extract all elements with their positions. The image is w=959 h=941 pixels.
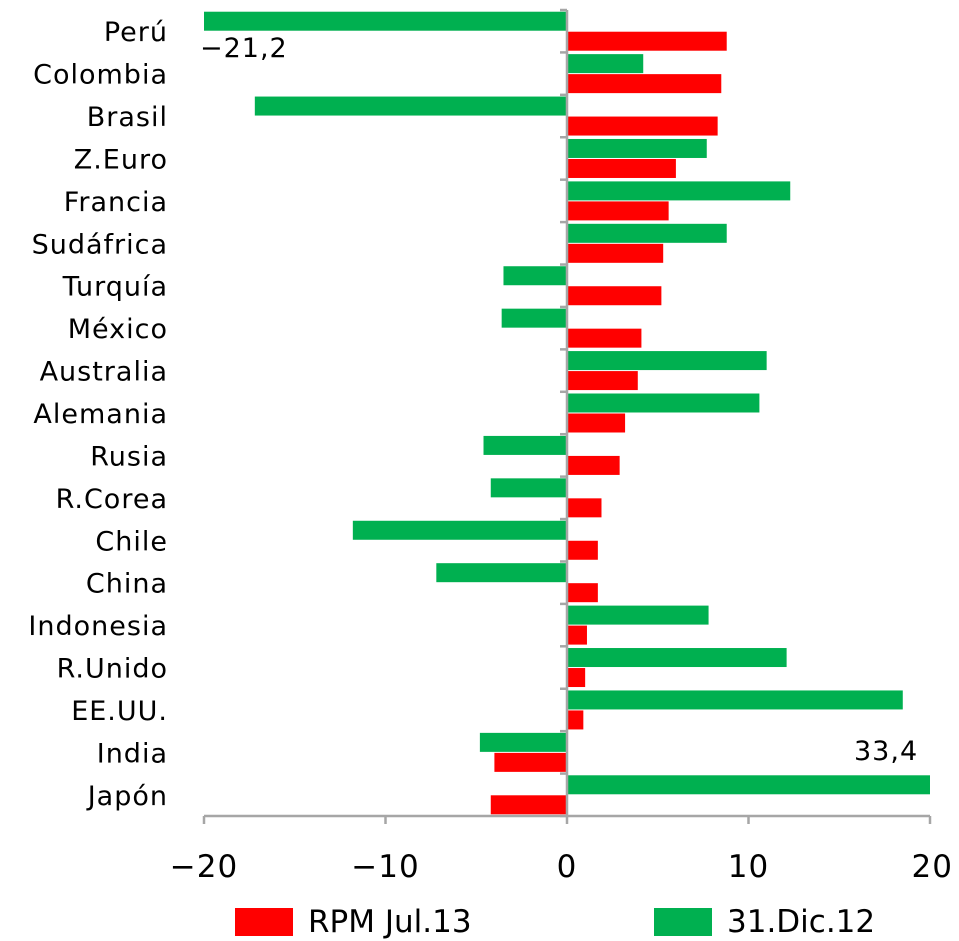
bar-rpm-alemania xyxy=(567,413,626,433)
category-label-turquia: Turquía xyxy=(62,272,168,303)
category-label-colombia: Colombia xyxy=(33,60,168,91)
annotation-japon-green: 33,4 xyxy=(854,736,918,767)
bar-rpm-turquia xyxy=(567,286,662,306)
axes-group xyxy=(202,8,932,824)
category-label-india: India xyxy=(97,738,168,769)
bar-rpm-peru xyxy=(567,31,727,51)
category-label-indonesia: Indonesia xyxy=(28,611,168,642)
bar-dic12-alemania xyxy=(567,393,760,413)
legend-swatch-rpm xyxy=(235,908,293,936)
bar-rpm-india xyxy=(494,752,567,772)
category-label-brasil: Brasil xyxy=(87,102,168,133)
category-label-chile: Chile xyxy=(95,526,168,557)
bar-dic12-colombia xyxy=(567,54,644,74)
category-label-peru: Perú xyxy=(104,17,168,48)
category-label-francia: Francia xyxy=(64,187,168,218)
bar-rpm-francia xyxy=(567,201,669,221)
bar-rpm-japon xyxy=(490,795,567,815)
bar-rpm-mexico xyxy=(567,328,642,348)
x-tick-label: 10 xyxy=(728,849,769,885)
category-label-mexico: México xyxy=(68,314,168,345)
bar-rpm-colombia xyxy=(567,74,722,94)
bar-rpm-r-unido xyxy=(567,668,586,688)
category-label-ee-uu: EE.UU. xyxy=(71,696,168,727)
bar-dic12-mexico xyxy=(501,308,567,328)
bar-dic12-india xyxy=(479,732,567,752)
bar-rpm-chile xyxy=(567,540,598,560)
category-label-japon: Japón xyxy=(86,781,168,812)
bar-dic12-francia xyxy=(567,181,791,201)
legend-label-dic: 31.Dic.12 xyxy=(727,904,875,940)
bar-rpm-brasil xyxy=(567,116,718,136)
x-tick-label: 0 xyxy=(557,849,578,885)
x-tick-label: −20 xyxy=(170,849,238,885)
bar-dic12-z-euro xyxy=(567,138,707,158)
bar-dic12-chile xyxy=(352,520,567,540)
category-label-sudafrica: Sudáfrica xyxy=(32,229,168,260)
bar-dic12-japon xyxy=(567,775,930,795)
category-label-z-euro: Z.Euro xyxy=(74,144,168,175)
bar-dic12-indonesia xyxy=(567,605,709,625)
bar-rpm-rusia xyxy=(567,455,620,475)
bar-dic12-sudafrica xyxy=(567,223,727,243)
bar-rpm-z-euro xyxy=(567,158,676,178)
x-tick-label: 20 xyxy=(912,849,953,885)
bar-dic12-r-unido xyxy=(567,648,787,668)
category-label-alemania: Alemania xyxy=(33,399,168,430)
bar-rpm-sudafrica xyxy=(567,243,664,263)
category-labels: Perú Colombia Brasil Z.Euro Francia Sudáfrica… xyxy=(28,17,168,812)
bar-dic12-rusia xyxy=(483,435,567,455)
bar-dic12-ee-uu xyxy=(567,690,903,710)
legend: RPM Jul.13 31.Dic.12 xyxy=(235,904,875,940)
bar-rpm-indonesia xyxy=(567,625,587,645)
category-label-rusia: Rusia xyxy=(90,441,168,472)
category-label-r-unido: R.Unido xyxy=(57,654,168,685)
category-label-r-corea: R.Corea xyxy=(56,484,168,515)
category-label-australia: Australia xyxy=(40,357,168,388)
bars-group xyxy=(204,11,930,815)
bar-rpm-ee-uu xyxy=(567,710,584,730)
bar-dic12-turquia xyxy=(503,266,567,286)
category-label-china: China xyxy=(86,569,168,600)
annotation-peru-green: −21,2 xyxy=(200,33,288,64)
bar-rpm-r-corea xyxy=(567,498,602,518)
bar-dic12-australia xyxy=(567,351,767,371)
bar-rpm-australia xyxy=(567,371,638,391)
legend-swatch-dic xyxy=(654,908,712,936)
bar-dic12-brasil xyxy=(254,96,567,116)
bar-dic12-r-corea xyxy=(490,478,567,498)
bar-dic12-peru xyxy=(204,11,567,31)
legend-label-rpm: RPM Jul.13 xyxy=(308,904,472,940)
x-tick-label: −10 xyxy=(351,849,419,885)
tick-labels: −20 −10 0 10 20 xyxy=(170,849,953,885)
bar-dic12-china xyxy=(436,563,567,583)
bar-rpm-china xyxy=(567,583,598,603)
